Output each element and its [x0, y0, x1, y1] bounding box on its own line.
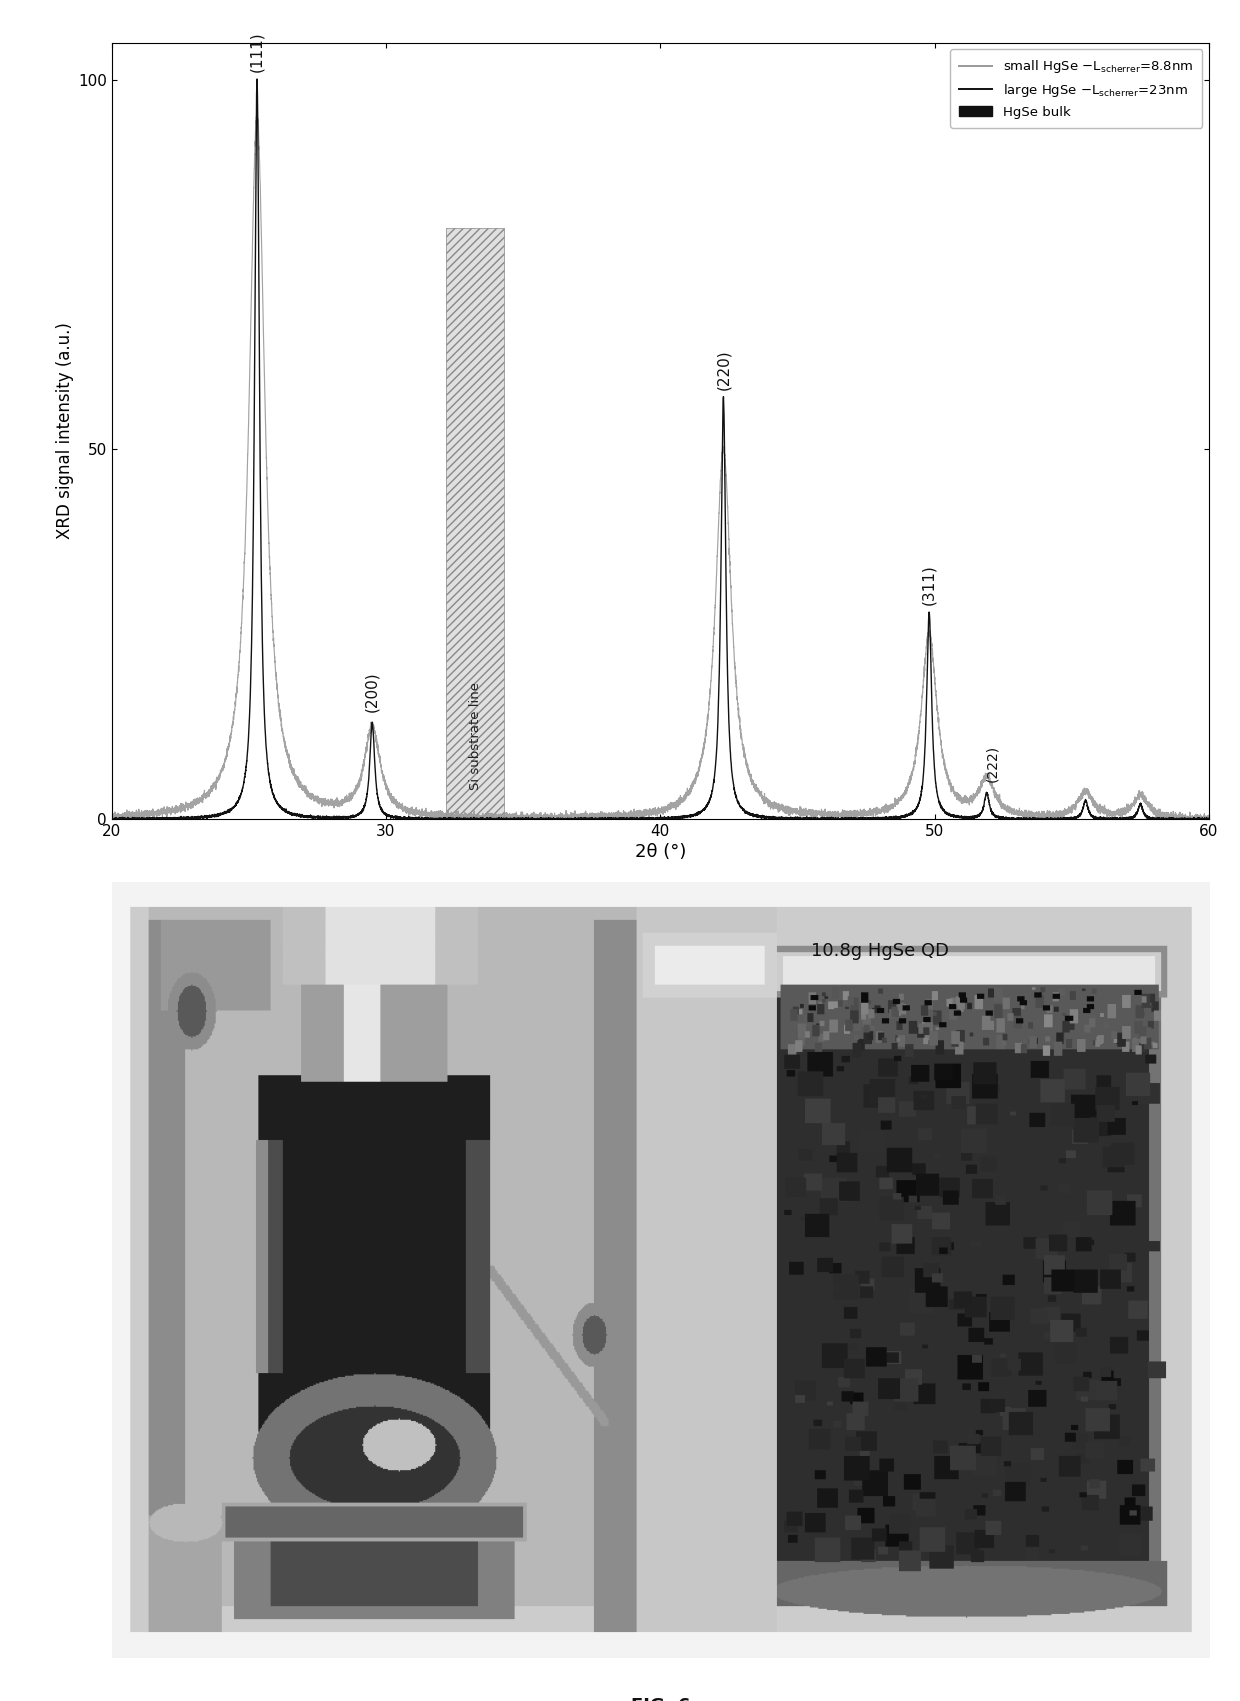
Text: (200): (200): [365, 672, 379, 713]
Text: Si substrate line: Si substrate line: [469, 682, 481, 789]
Text: (220): (220): [715, 350, 730, 390]
Text: FIG. 6: FIG. 6: [631, 1698, 689, 1701]
Legend: small HgSe $\mathregular{-L_{scherrer}}$=8.8nm, large HgSe $\mathregular{-L_{sch: small HgSe $\mathregular{-L_{scherrer}}$…: [950, 49, 1203, 128]
Text: (111): (111): [249, 32, 264, 71]
Y-axis label: XRD signal intensity (a.u.): XRD signal intensity (a.u.): [56, 323, 73, 539]
Text: (311): (311): [921, 565, 936, 606]
Text: 10.8g HgSe QD: 10.8g HgSe QD: [811, 942, 949, 961]
Text: FIG. 5: FIG. 5: [631, 920, 689, 939]
X-axis label: 2θ (°): 2θ (°): [635, 844, 686, 861]
Text: (222): (222): [986, 745, 999, 782]
